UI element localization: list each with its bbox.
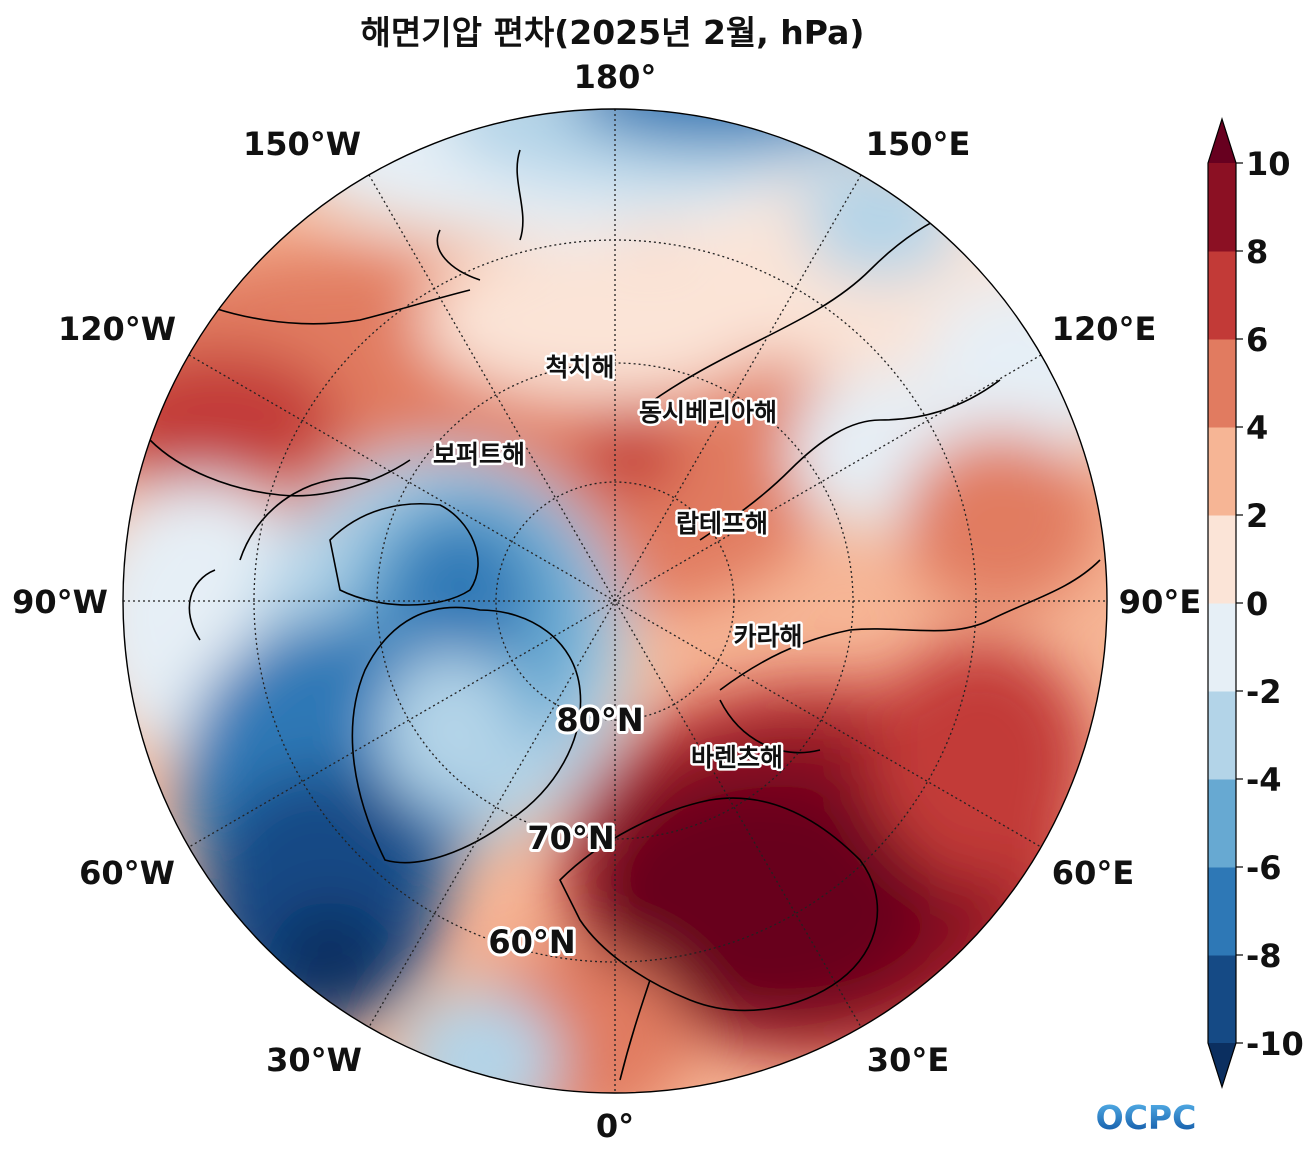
lon-label-120e: 120°E — [1052, 310, 1157, 348]
lon-label-90w: 90°W — [12, 583, 108, 621]
colorbar-segment — [1208, 427, 1236, 516]
colorbar-over-triangle — [1208, 119, 1236, 163]
lat-label-80: 80°N — [556, 701, 643, 739]
longitude-labels: 180° 150°E 120°E 90°E 60°E 30°E 0° 30°W … — [12, 58, 1201, 1145]
colorbar-tick-label: 4 — [1246, 409, 1268, 447]
colorbar-under-triangle — [1208, 1043, 1236, 1087]
sea-label-chukchi: 척치해 — [545, 353, 614, 382]
lon-label-180: 180° — [574, 58, 657, 96]
lon-label-150e: 150°E — [866, 125, 971, 163]
lat-label-60: 60°N — [488, 923, 575, 961]
ocpc-logo-text: OCPC — [1096, 1098, 1197, 1137]
map-boundary — [122, 108, 1108, 1094]
colorbar-segment — [1208, 163, 1236, 252]
ocpc-logo: OCPC — [1096, 1098, 1197, 1137]
colorbar-segment — [1208, 515, 1236, 604]
colorbar-tick-label: 2 — [1246, 497, 1268, 535]
lon-label-60w: 60°W — [79, 854, 175, 892]
colorbar-segment — [1208, 779, 1236, 868]
colorbar-segment — [1208, 691, 1236, 780]
sea-label-beaufort: 보퍼트해 — [433, 440, 525, 469]
lon-label-90e: 90°E — [1119, 583, 1201, 621]
lon-label-150w: 150°W — [243, 125, 361, 163]
colorbar-tick-label: -6 — [1246, 849, 1282, 887]
pressure-anomaly-field — [123, 109, 1107, 1093]
lat-label-70: 70°N — [527, 819, 614, 857]
sea-label-kara: 카라해 — [733, 622, 802, 651]
latitude-labels: 80°N 70°N 60°N — [485, 698, 646, 964]
coastlines — [149, 149, 1101, 1081]
colorbar-segment — [1208, 251, 1236, 340]
colorbar-tick-label: -2 — [1246, 673, 1282, 711]
colorbar-tick-label: 0 — [1246, 585, 1268, 623]
colorbar-segment — [1208, 955, 1236, 1044]
colorbar-tick-label: 6 — [1246, 321, 1268, 359]
meridian-lines — [123, 109, 1107, 1093]
sea-labels: 척치해 동시베리아해 보퍼트해 랍테프해 카라해 바렌츠해 — [430, 351, 805, 775]
colorbar-tick-label: -4 — [1246, 761, 1282, 799]
colorbar-segment — [1208, 603, 1236, 692]
lon-label-60e: 60°E — [1052, 854, 1134, 892]
map-title: 해면기압 편차(2025년 2월, hPa) — [360, 13, 865, 52]
sea-label-barents: 바렌츠해 — [691, 743, 783, 772]
lon-label-0: 0° — [596, 1107, 634, 1145]
colorbar-tick-label: 10 — [1246, 145, 1291, 183]
colorbar-tick-label: -10 — [1246, 1025, 1304, 1063]
colorbar-tick-label: 8 — [1246, 233, 1268, 271]
colorbar-tick-label: -8 — [1246, 937, 1282, 975]
colorbar-segment — [1208, 339, 1236, 428]
lon-label-30w: 30°W — [266, 1041, 362, 1079]
lon-label-120w: 120°W — [58, 310, 176, 348]
sea-label-east-siberian: 동시베리아해 — [639, 398, 777, 427]
colorbar: 10 8 6 4 2 0 -2 -4 -6 -8 -10 — [1207, 117, 1304, 1089]
colorbar-segment — [1208, 867, 1236, 956]
sea-label-laptev: 랍테프해 — [676, 509, 768, 538]
lon-label-30e: 30°E — [867, 1041, 949, 1079]
